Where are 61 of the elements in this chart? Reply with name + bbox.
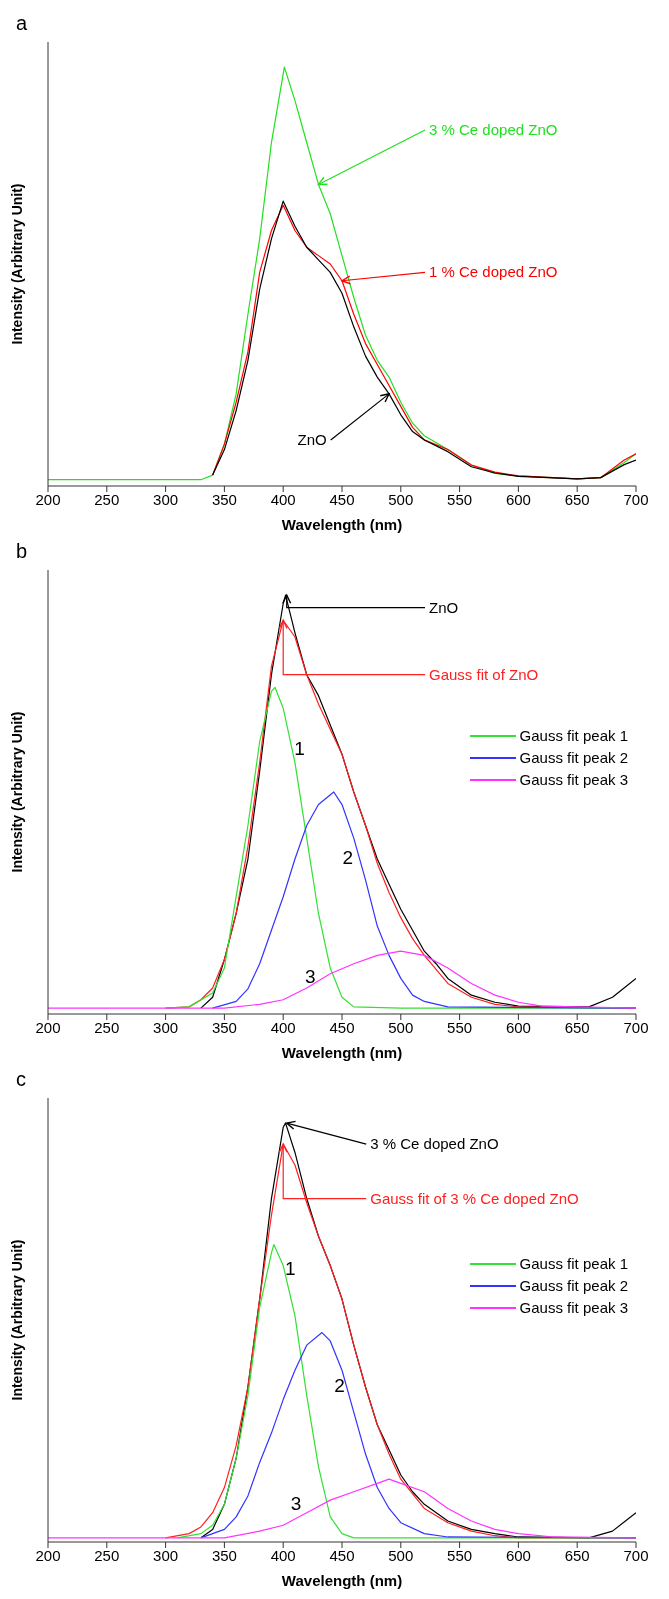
- legend-label: Gauss fit peak 3: [519, 770, 628, 791]
- x-tick-label: 550: [447, 1546, 473, 1564]
- chart-title: a: [16, 12, 28, 34]
- x-tick-label: 350: [211, 1018, 237, 1036]
- x-tick-label: 250: [94, 1546, 120, 1564]
- legend-label: Gauss fit peak 1: [519, 1254, 628, 1275]
- x-tick-label: 300: [153, 490, 179, 508]
- text: 3 % Ce doped ZnO: [429, 120, 558, 138]
- x-tick-label: 700: [623, 1546, 649, 1564]
- x-axis-title: Wavelength (nm): [281, 1572, 403, 1589]
- x-tick-label: 250: [94, 490, 120, 508]
- x-tick-label: 400: [270, 1018, 296, 1036]
- chart-title: c: [16, 1068, 26, 1090]
- text: 3 % Ce doped ZnO: [370, 1135, 499, 1153]
- text: Gauss fit of 3 % Ce doped ZnO: [370, 1189, 579, 1207]
- x-tick-label: 250: [94, 1018, 120, 1036]
- x-tick-label: 200: [35, 1018, 61, 1036]
- x-tick-label: 450: [329, 490, 355, 508]
- x-tick-label: 500: [388, 1018, 414, 1036]
- annotation: 2: [334, 1375, 345, 1397]
- legend-label: Gauss fit peak 1: [519, 726, 628, 747]
- y-axis-title: Intensity (Arbitrary Unit): [8, 183, 25, 345]
- x-tick-label: 650: [564, 1546, 590, 1564]
- x-axis-title: Wavelength (nm): [281, 516, 403, 533]
- text: ZnO: [297, 430, 327, 448]
- y-axis-title: Intensity (Arbitrary Unit): [8, 1239, 25, 1401]
- annotation: 1: [294, 738, 305, 760]
- chart-title: b: [16, 540, 28, 562]
- x-tick-label: 450: [329, 1018, 355, 1036]
- x-tick-label: 550: [447, 490, 473, 508]
- x-tick-label: 550: [447, 1018, 473, 1036]
- x-tick-label: 200: [35, 1546, 61, 1564]
- text: Gauss fit of ZnO: [429, 665, 539, 683]
- annotation: 3: [304, 966, 316, 988]
- x-tick-label: 700: [623, 1018, 649, 1036]
- text: 1 % Ce doped ZnO: [429, 263, 558, 281]
- x-tick-label: 350: [211, 490, 237, 508]
- x-tick-label: 600: [505, 1018, 531, 1036]
- x-tick-label: 350: [211, 1546, 237, 1564]
- x-axis-title: Wavelength (nm): [281, 1044, 403, 1061]
- legend-label: Gauss fit peak 3: [519, 1298, 628, 1319]
- x-tick-label: 600: [505, 1546, 531, 1564]
- x-tick-label: 650: [564, 490, 590, 508]
- legend-label: Gauss fit peak 2: [519, 1276, 628, 1297]
- x-tick-label: 400: [270, 490, 296, 508]
- x-tick-label: 650: [564, 1018, 590, 1036]
- text: ZnO: [429, 598, 459, 616]
- x-tick-label: 450: [329, 1546, 355, 1564]
- annotation: 1: [284, 1257, 296, 1279]
- x-tick-label: 700: [623, 490, 649, 508]
- y-axis-title: Intensity (Arbitrary Unit): [8, 711, 25, 873]
- x-tick-label: 300: [153, 1546, 179, 1564]
- annotation: 2: [342, 847, 354, 869]
- x-tick-label: 600: [505, 490, 531, 508]
- legend-label: Gauss fit peak 2: [519, 748, 628, 769]
- x-tick-label: 400: [270, 1546, 296, 1564]
- x-tick-label: 300: [153, 1018, 179, 1036]
- x-tick-label: 200: [35, 490, 61, 508]
- annotation: 3: [290, 1493, 302, 1515]
- x-tick-label: 500: [388, 1546, 414, 1564]
- x-tick-label: 500: [388, 490, 414, 508]
